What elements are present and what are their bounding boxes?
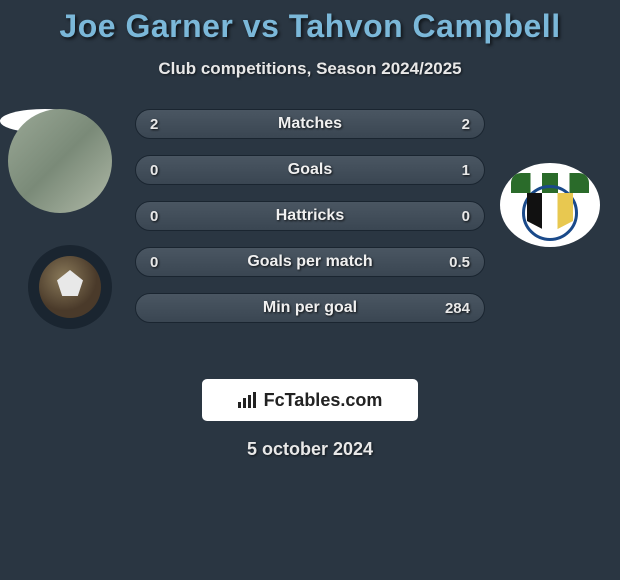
club-right-badge <box>500 163 600 247</box>
stat-row: Min per goal 284 <box>135 293 485 323</box>
subtitle: Club competitions, Season 2024/2025 <box>0 59 620 79</box>
page-title: Joe Garner vs Tahvon Campbell <box>0 8 620 45</box>
stat-row: 0 Goals 1 <box>135 155 485 185</box>
brand-text: FcTables.com <box>264 390 383 411</box>
stat-right-value: 284 <box>440 300 470 317</box>
stat-label: Min per goal <box>136 299 484 317</box>
stat-row: 0 Goals per match 0.5 <box>135 247 485 277</box>
bar-chart-icon <box>238 392 258 408</box>
stat-right-value: 0 <box>440 208 470 225</box>
stat-label: Matches <box>136 115 484 133</box>
branding-badge[interactable]: FcTables.com <box>202 379 418 421</box>
stat-row: 0 Hattricks 0 <box>135 201 485 231</box>
shield-crest-icon <box>511 173 589 237</box>
stat-right-value: 2 <box>440 116 470 133</box>
stat-label: Hattricks <box>136 207 484 225</box>
date-label: 5 october 2024 <box>0 439 620 460</box>
player-left-avatar <box>8 109 112 213</box>
stat-label: Goals per match <box>136 253 484 271</box>
club-left-badge <box>28 245 112 329</box>
stat-right-value: 1 <box>440 162 470 179</box>
stat-row: 2 Matches 2 <box>135 109 485 139</box>
stat-label: Goals <box>136 161 484 179</box>
comparison-card: Joe Garner vs Tahvon Campbell Club compe… <box>0 0 620 460</box>
owl-icon <box>39 256 101 318</box>
stats-list: 2 Matches 2 0 Goals 1 0 Hattricks 0 0 Go… <box>135 109 485 339</box>
main-area: 2 Matches 2 0 Goals 1 0 Hattricks 0 0 Go… <box>0 109 620 359</box>
stat-right-value: 0.5 <box>440 254 470 271</box>
